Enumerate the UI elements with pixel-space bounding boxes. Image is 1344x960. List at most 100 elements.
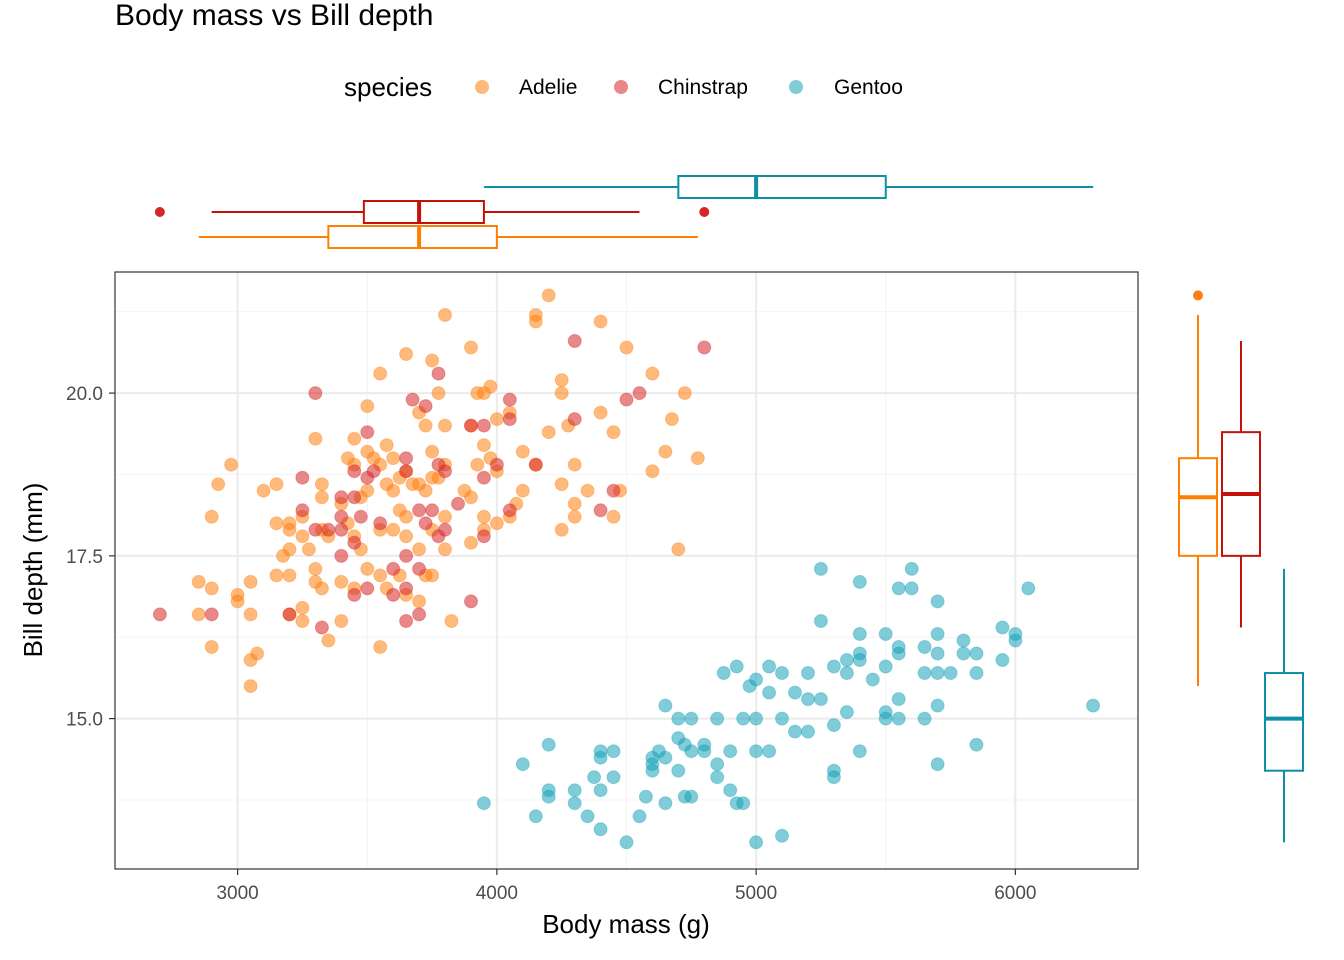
point-chinstrap	[282, 607, 297, 622]
chart-title: Body mass vs Bill depth	[115, 0, 433, 32]
point-adelie	[541, 288, 556, 303]
point-adelie	[386, 483, 401, 498]
point-gentoo	[813, 692, 828, 707]
point-adelie	[528, 314, 543, 329]
legend-label-chinstrap: Chinstrap	[658, 76, 748, 99]
point-chinstrap	[451, 496, 465, 511]
point-adelie	[425, 353, 440, 368]
point-gentoo	[788, 685, 802, 700]
point-adelie	[334, 574, 349, 589]
point-adelie	[373, 366, 388, 381]
point-adelie	[308, 431, 323, 446]
point-gentoo	[762, 685, 777, 700]
point-adelie	[554, 477, 569, 492]
point-adelie	[211, 477, 226, 492]
point-gentoo	[995, 653, 1010, 667]
point-gentoo	[606, 744, 621, 759]
point-chinstrap	[347, 535, 362, 550]
point-gentoo	[801, 724, 815, 739]
point-gentoo	[749, 835, 764, 850]
plot-panel	[114, 271, 1139, 870]
point-gentoo	[839, 666, 854, 680]
point-adelie	[677, 386, 692, 401]
point-gentoo	[852, 627, 867, 641]
y-tick-label: 17.5	[66, 547, 103, 568]
point-gentoo	[632, 809, 647, 824]
point-gentoo	[723, 744, 738, 759]
point-adelie	[418, 483, 433, 498]
point-adelie	[301, 542, 316, 557]
point-gentoo	[762, 659, 777, 674]
point-chinstrap	[425, 503, 440, 518]
point-gentoo	[839, 653, 854, 667]
point-gentoo	[528, 809, 543, 824]
point-chinstrap	[476, 418, 491, 433]
point-gentoo	[1021, 581, 1036, 596]
point-adelie	[438, 418, 452, 433]
point-adelie	[399, 509, 414, 524]
y-axis-title: Bill depth (mm)	[18, 483, 48, 658]
point-adelie	[282, 568, 297, 583]
point-adelie	[204, 581, 219, 596]
point-gentoo	[658, 750, 673, 765]
point-adelie	[515, 444, 530, 459]
point-chinstrap	[464, 594, 478, 609]
point-adelie	[444, 614, 459, 628]
point-adelie	[360, 483, 375, 498]
point-adelie	[567, 509, 582, 524]
point-adelie	[314, 581, 329, 596]
point-adelie	[476, 509, 491, 524]
point-adelie	[567, 457, 582, 472]
point-adelie	[191, 607, 206, 622]
point-adelie	[399, 529, 414, 544]
point-chinstrap	[386, 587, 401, 602]
point-gentoo	[716, 666, 731, 680]
point-adelie	[204, 509, 219, 524]
point-adelie	[399, 347, 414, 361]
point-adelie	[606, 425, 621, 440]
point-gentoo	[749, 744, 764, 759]
point-gentoo	[852, 744, 867, 759]
top-box-adelie	[327, 225, 498, 249]
point-chinstrap	[308, 386, 323, 401]
point-gentoo	[930, 646, 945, 661]
point-chinstrap	[295, 470, 310, 485]
point-adelie	[464, 490, 478, 505]
point-adelie	[373, 640, 388, 654]
right-box-adelie	[1178, 457, 1218, 557]
point-adelie	[379, 438, 394, 453]
point-gentoo	[865, 672, 880, 687]
point-gentoo	[736, 711, 751, 726]
point-adelie	[567, 496, 582, 511]
point-chinstrap	[489, 457, 504, 472]
point-adelie	[645, 464, 660, 479]
point-adelie	[671, 542, 686, 557]
point-gentoo	[1086, 698, 1101, 713]
point-adelie	[438, 509, 452, 524]
point-gentoo	[775, 666, 789, 680]
point-gentoo	[904, 561, 919, 576]
point-gentoo	[684, 789, 699, 804]
point-chinstrap	[418, 399, 433, 414]
point-chinstrap	[632, 386, 647, 401]
point-chinstrap	[308, 522, 323, 537]
grid-minor	[115, 272, 1138, 869]
point-gentoo	[904, 581, 919, 596]
point-adelie	[269, 516, 284, 531]
point-adelie	[418, 418, 433, 433]
point-chinstrap	[399, 581, 414, 596]
point-gentoo	[878, 627, 893, 641]
point-adelie	[554, 373, 569, 388]
point-chinstrap	[606, 483, 621, 498]
point-chinstrap	[334, 548, 349, 563]
point-chinstrap	[334, 509, 349, 524]
point-chinstrap	[347, 464, 362, 479]
point-chinstrap	[438, 522, 452, 537]
point-chinstrap	[334, 522, 349, 537]
point-adelie	[412, 542, 427, 557]
y-tick-label: 20.0	[66, 384, 103, 405]
point-adelie	[464, 535, 478, 550]
point-adelie	[658, 444, 673, 459]
point-gentoo	[671, 711, 686, 726]
point-chinstrap	[502, 412, 517, 427]
